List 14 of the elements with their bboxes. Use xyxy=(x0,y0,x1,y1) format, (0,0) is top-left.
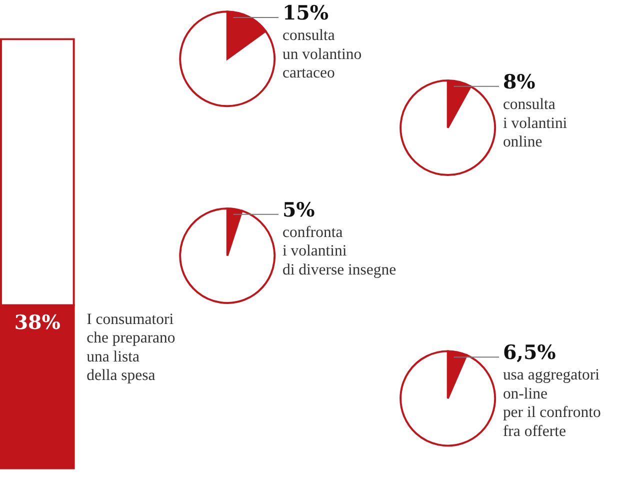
pie-slice xyxy=(179,207,276,304)
data-label: 8% xyxy=(502,70,536,94)
data-label: 5% xyxy=(282,198,316,222)
slice-label: confronta i volantini di diverse insegne xyxy=(282,224,396,278)
text: I consumatori che preparano una lista della spesa xyxy=(86,310,176,384)
pie-slice xyxy=(400,350,496,447)
slice-label: consulta un volantino cartaceo xyxy=(282,27,362,82)
slice-label: usa aggregatori on-line per il confronto fra offerte xyxy=(502,366,601,440)
data-label: 6,5% xyxy=(502,341,556,364)
data-label: 15% xyxy=(282,2,329,24)
pie-slice xyxy=(400,80,496,176)
slice-label: consulta i volantini online xyxy=(502,96,568,150)
pie-slice xyxy=(179,10,276,108)
data-label: 38% xyxy=(14,310,61,334)
